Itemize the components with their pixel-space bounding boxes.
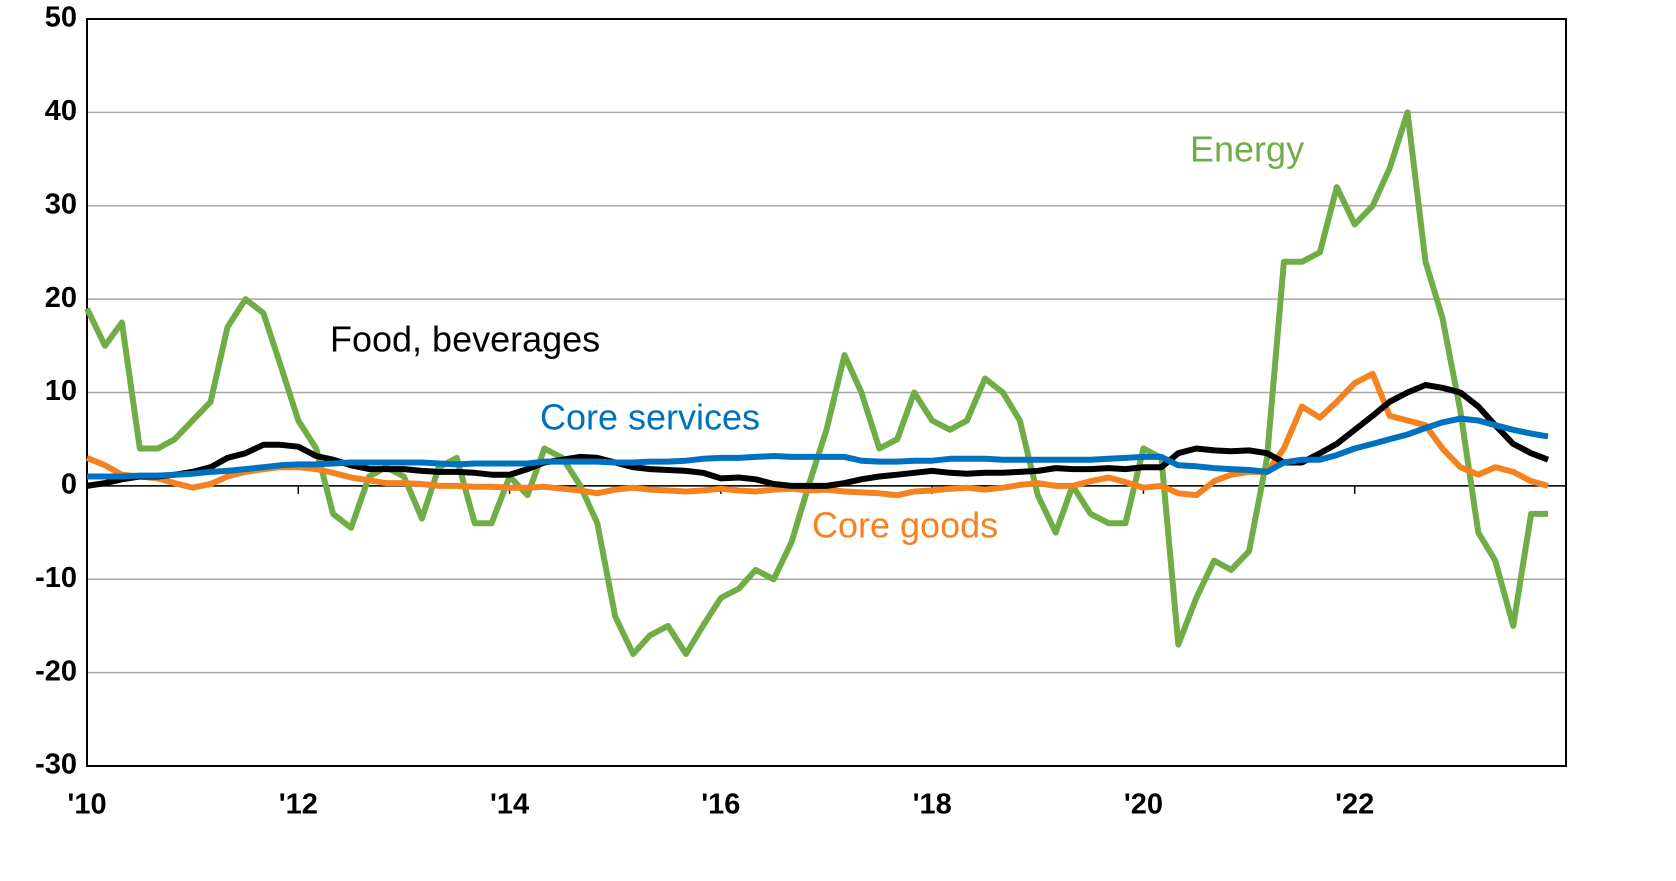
y-tick-label: 50 xyxy=(45,2,77,34)
y-tick-label: 0 xyxy=(61,469,77,501)
x-tick-label: '12 xyxy=(279,789,318,821)
x-tick-label: '16 xyxy=(701,789,740,821)
series-label: Core services xyxy=(540,397,760,438)
y-tick-label: 40 xyxy=(45,95,77,127)
y-tick-label: -10 xyxy=(35,562,77,594)
x-tick-label: '14 xyxy=(490,789,529,821)
y-tick-label: -20 xyxy=(35,655,77,687)
x-tick-label: '18 xyxy=(913,789,952,821)
series-label: Food, beverages xyxy=(330,319,600,360)
series-line xyxy=(84,109,1548,657)
series-line xyxy=(85,370,1549,499)
plot-frame xyxy=(86,18,1567,767)
y-tick-label: 30 xyxy=(45,188,77,220)
x-tick-label: '20 xyxy=(1124,789,1163,821)
series-label: Energy xyxy=(1190,129,1304,170)
series-label: Core goods xyxy=(812,505,998,546)
x-tick-label: '10 xyxy=(67,789,106,821)
series-line xyxy=(87,415,1549,480)
y-tick-label: 10 xyxy=(45,375,77,407)
y-tick-label: -30 xyxy=(35,749,77,781)
y-tick-label: 20 xyxy=(45,282,77,314)
x-tick-label: '22 xyxy=(1335,789,1374,821)
